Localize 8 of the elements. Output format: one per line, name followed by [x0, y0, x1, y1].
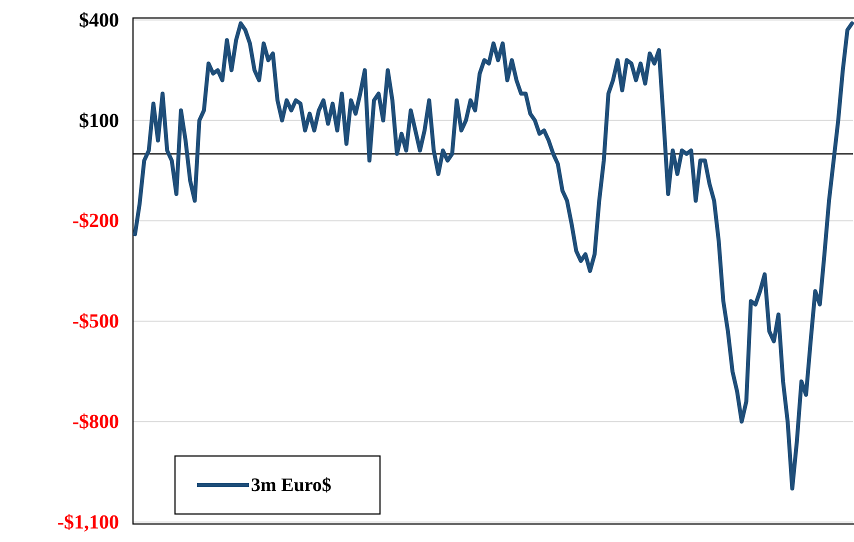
y-tick-label: -$500: [72, 310, 119, 333]
y-tick-label: $100: [79, 110, 119, 132]
y-tick-label: -$800: [72, 411, 119, 433]
y-tick-label: -$1,100: [57, 511, 119, 534]
line-series: [133, 21, 854, 491]
y-tick-label: -$200: [72, 210, 119, 232]
legend-label: 3m Euro$: [251, 475, 332, 496]
y-tick-label: $400: [79, 9, 119, 32]
